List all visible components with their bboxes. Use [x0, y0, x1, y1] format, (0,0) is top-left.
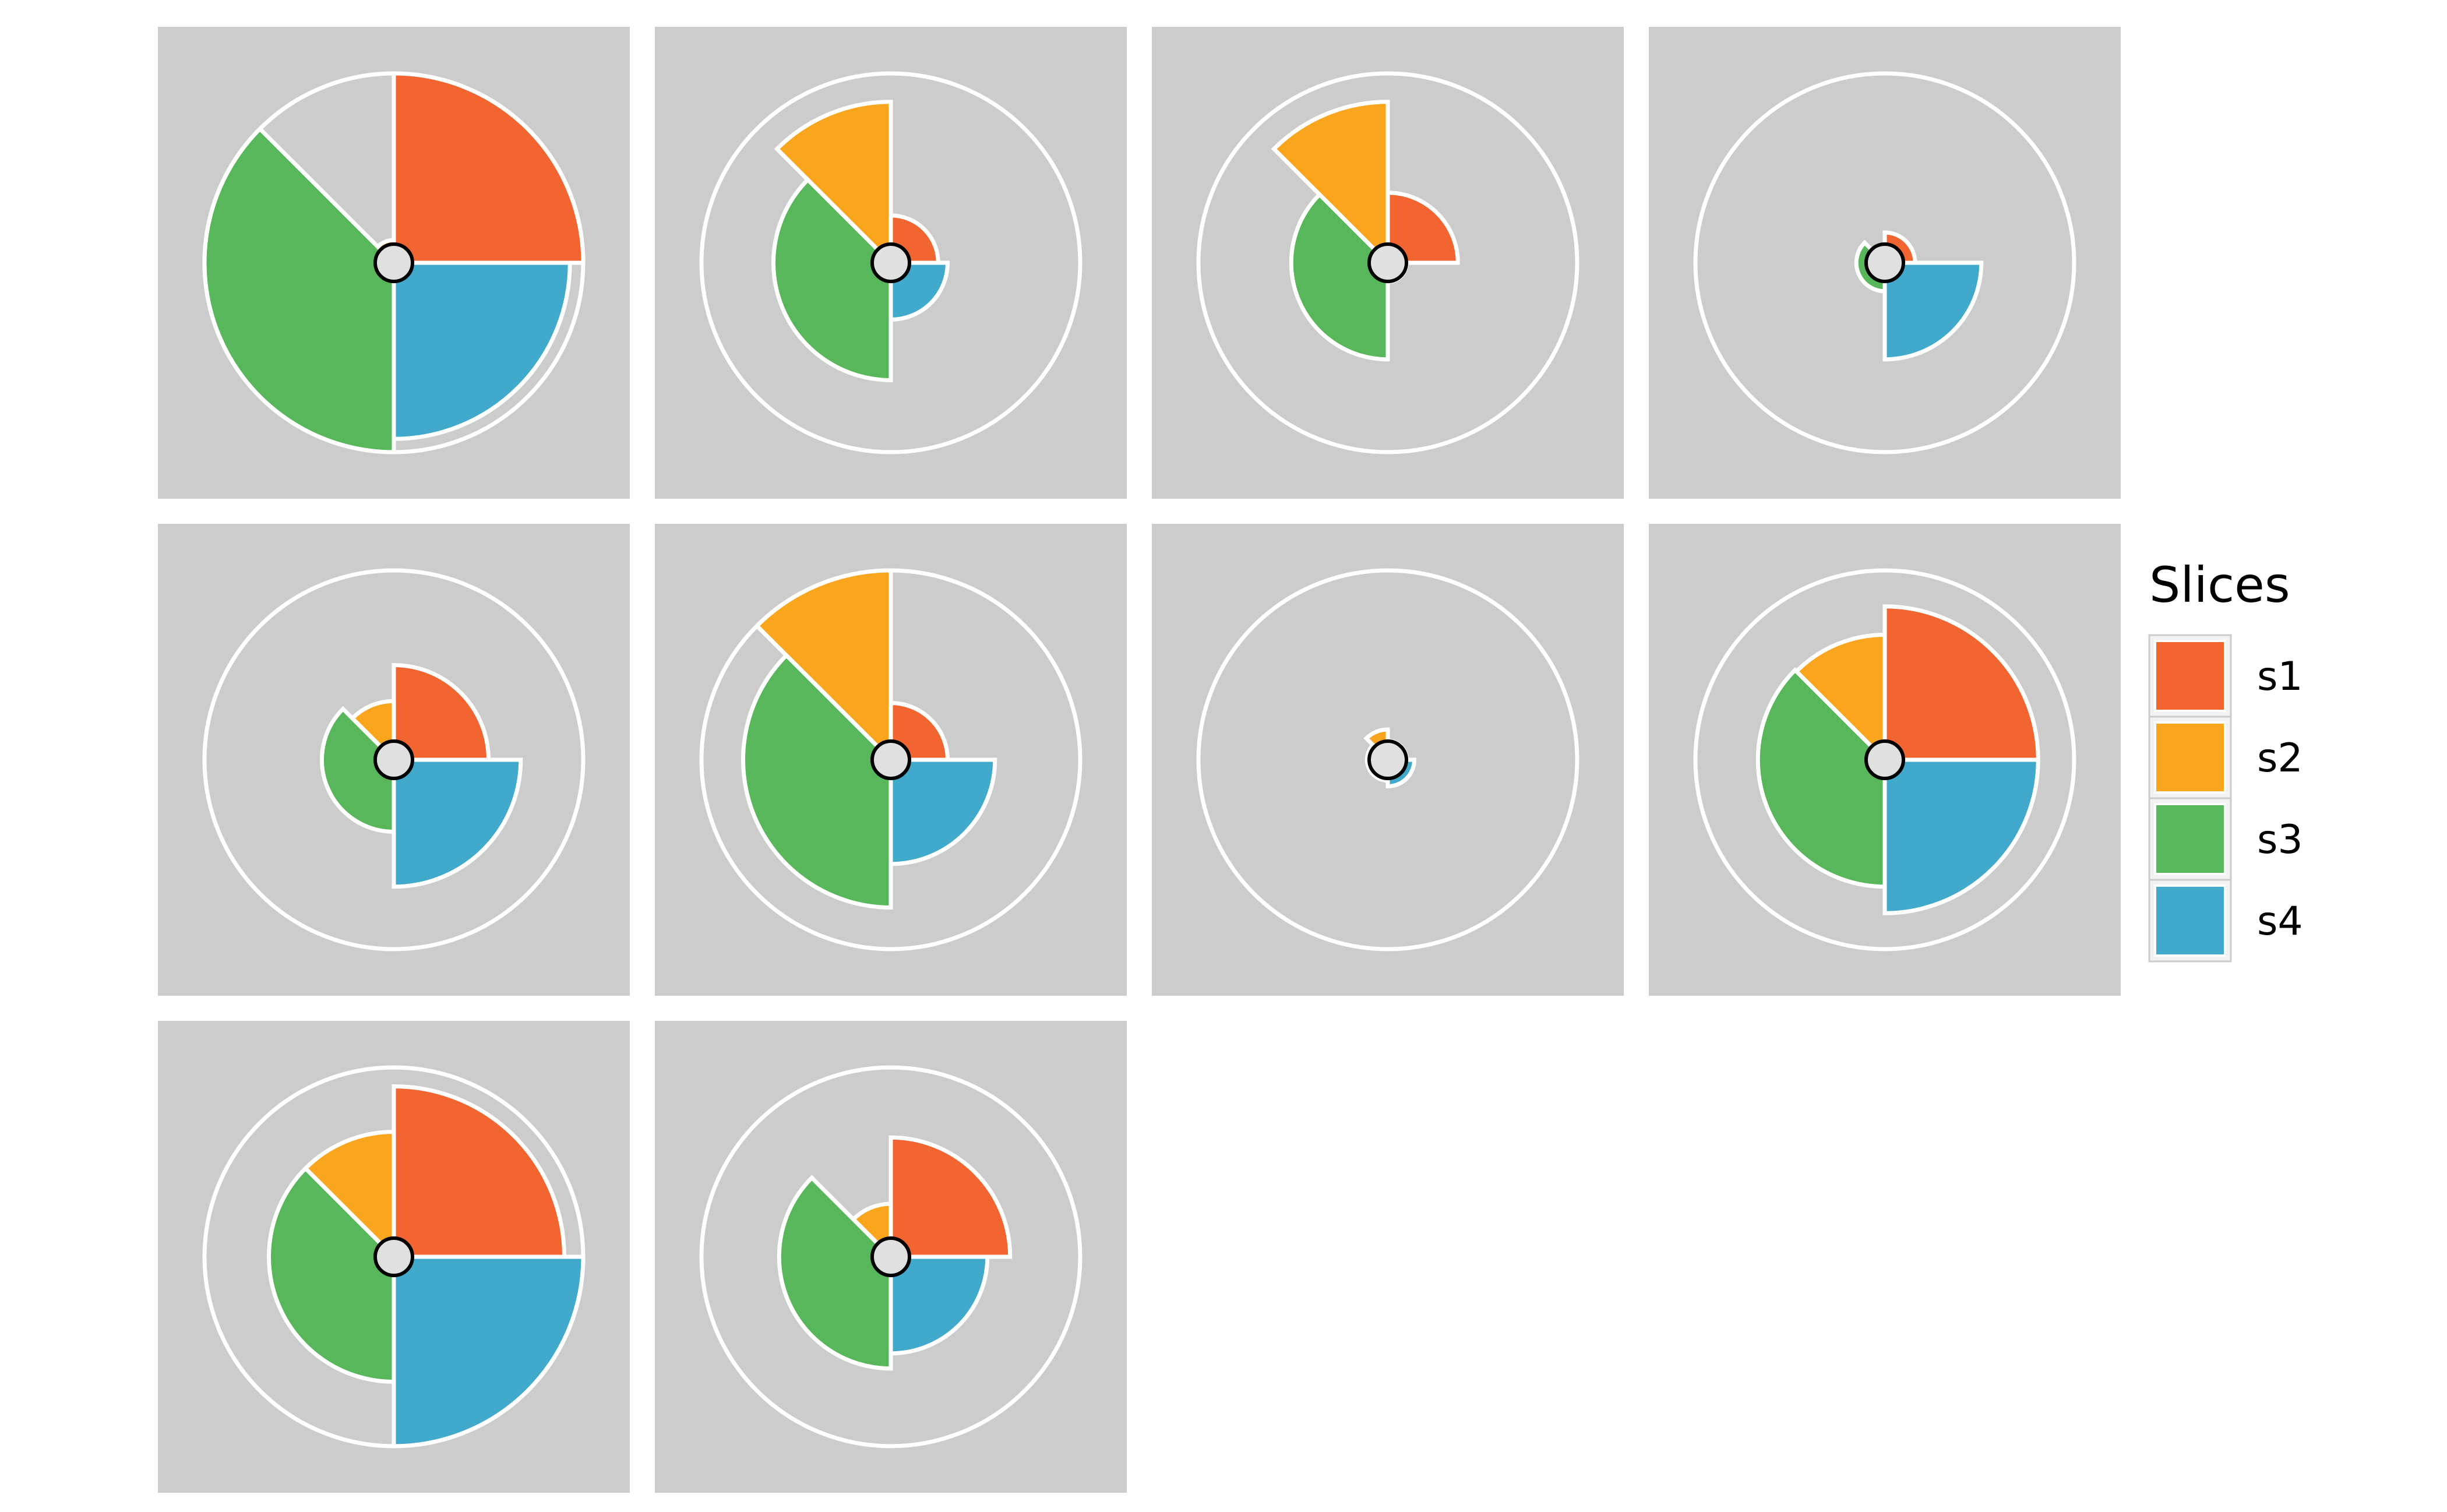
slice-s3	[777, 1175, 893, 1371]
pie-panel	[655, 27, 1127, 499]
legend-swatch	[2154, 640, 2226, 712]
slice-s3	[267, 1165, 396, 1384]
legend-entry-s2: s2	[2148, 716, 2303, 799]
slice-s2	[754, 568, 893, 765]
slice-s3	[202, 126, 396, 454]
slice-s2	[302, 1129, 396, 1262]
slice-s4	[392, 1254, 586, 1448]
slice-s2	[1793, 632, 1887, 765]
center-marker	[870, 1236, 911, 1277]
slice-s3	[1289, 191, 1390, 362]
center-marker	[870, 739, 911, 780]
slice-s3	[741, 652, 893, 910]
pie-panel	[1649, 27, 2121, 499]
slice-s3	[771, 177, 893, 383]
legend-entry-s3: s3	[2148, 797, 2303, 881]
reference-ring	[1196, 568, 1579, 951]
reference-ring	[1196, 71, 1579, 454]
center-marker	[373, 242, 414, 283]
legend-label: s2	[2257, 735, 2303, 781]
center-marker	[1864, 739, 1905, 780]
center-marker	[373, 1236, 414, 1277]
slice-s4	[1882, 757, 2040, 915]
legend-label: s3	[2257, 817, 2303, 863]
reference-ring	[699, 71, 1083, 454]
slice-s3	[320, 706, 396, 834]
legend-label: s4	[2257, 898, 2303, 944]
slice-s3	[1755, 667, 1887, 889]
slice-s4	[392, 260, 572, 441]
pie-panel	[1649, 524, 2121, 996]
slice-s4	[1882, 260, 1984, 362]
slice-s1	[392, 662, 491, 762]
pie-panel	[1152, 27, 1624, 499]
slice-s2	[774, 100, 893, 268]
legend-entry-s4: s4	[2148, 879, 2303, 963]
pie-panel	[158, 1021, 630, 1493]
facet-panels	[158, 27, 2121, 1493]
slice-s1	[392, 71, 586, 265]
pie-panel	[158, 27, 630, 499]
slice-s4	[888, 1254, 990, 1356]
legend-swatch	[2154, 803, 2226, 875]
slice-s1	[888, 1135, 1013, 1259]
legend-swatch	[2154, 884, 2226, 957]
legend-entry-s1: s1	[2148, 634, 2303, 718]
reference-ring	[699, 1065, 1083, 1448]
legend-swatch	[2154, 721, 2226, 794]
legend: Slices s1 s2 s3 s4	[2148, 556, 2303, 963]
slice-s1	[1385, 191, 1460, 265]
slice-s1	[392, 1084, 567, 1259]
legend-entries: s1 s2 s3 s4	[2148, 634, 2303, 963]
legend-title: Slices	[2149, 556, 2290, 614]
center-marker	[1367, 242, 1408, 283]
reference-ring	[1693, 71, 2076, 454]
slice-s4	[888, 757, 997, 866]
slice-s2	[1271, 100, 1390, 268]
center-marker	[1864, 242, 1905, 283]
slice-s4	[392, 757, 523, 889]
pie-panel	[158, 524, 630, 996]
slice-s1	[1882, 604, 2040, 762]
pie-panel	[1152, 524, 1624, 996]
reference-ring	[202, 568, 586, 951]
pie-panel	[655, 524, 1127, 996]
center-marker	[373, 739, 414, 780]
center-marker	[870, 242, 911, 283]
reference-ring	[1693, 568, 2076, 951]
center-marker	[1367, 739, 1408, 780]
legend-label: s1	[2257, 654, 2303, 700]
pie-panel	[655, 1021, 1127, 1493]
